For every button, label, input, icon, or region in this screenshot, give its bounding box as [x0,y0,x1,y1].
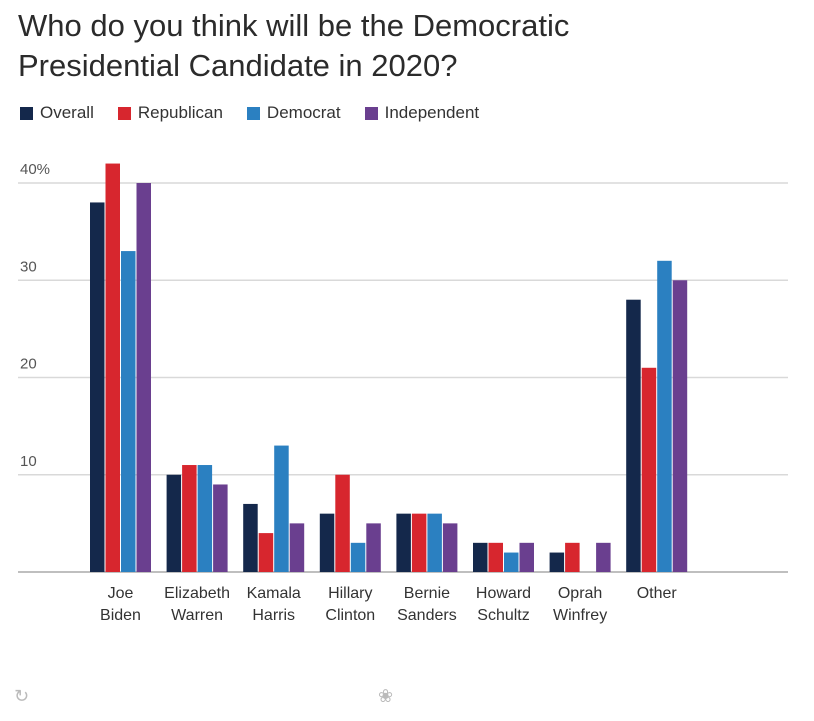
legend-item-democrat: Democrat [246,103,341,123]
x-tick-label-elizabeth-warren-line-1: Elizabeth [164,585,230,602]
watermark-icon-left: ↻ [14,686,30,706]
bar-independent-elizabeth-warren [213,484,228,572]
x-tick-label-hillary-clinton-line-1: Hillary [328,585,372,602]
x-tick-label-howard-schultz-line-2: Schultz [477,607,529,624]
bar-overall-kamala-harris [243,503,258,572]
chart-title-line-2: Presidential Candidate in 2020? [18,48,458,83]
bar-democrat-elizabeth-warren [197,465,213,572]
x-tick-label-hillary-clinton-line-2: Clinton [325,607,375,624]
legend-swatch-independent [364,106,378,120]
x-tick-label-elizabeth-warren-line-2: Warren [171,607,223,624]
bar-democrat-kamala-harris [274,445,289,572]
x-tick-label-joe-biden-line-1: Joe [108,585,134,602]
bar-overall-elizabeth-warren [166,474,182,572]
y-tick-label-20: 20 [20,356,37,373]
bar-republican-howard-schultz [488,542,503,572]
bar-republican-kamala-harris [258,533,274,572]
bar-republican-bernie-sanders [411,513,427,572]
legend-label-overall: Overall [40,103,94,122]
bar-republican-other [641,367,657,572]
x-tick-label-howard-schultz-line-1: Howard [476,585,531,602]
bar-overall-bernie-sanders [396,513,411,572]
bar-overall-howard-schultz [473,542,488,572]
bar-overall-joe-biden [90,202,105,572]
bar-independent-oprah-winfrey [596,542,611,572]
legend-swatch-republican [117,106,131,120]
chart-title: Who do you think will be the Democratic … [18,6,798,86]
y-tick-label-30: 30 [20,258,37,275]
chart-legend: Overall Republican Democrat Independent [20,103,503,123]
bar-republican-hillary-clinton [335,474,350,572]
legend-swatch-overall [20,106,33,120]
x-tick-label-bernie-sanders-line-1: Bernie [404,585,450,602]
bar-overall-oprah-winfrey [549,552,565,572]
x-tick-label-other-line-1: Other [637,585,678,602]
bar-democrat-bernie-sanders [427,513,442,572]
x-tick-label-bernie-sanders-line-2: Sanders [397,607,457,624]
legend-label-republican: Republican [137,103,223,122]
bar-independent-other [672,280,688,572]
watermark-icon-center: ❀ [378,686,394,706]
bar-independent-joe-biden [136,183,151,572]
x-tick-label-oprah-winfrey-line-2: Winfrey [553,607,607,624]
bar-republican-joe-biden [105,163,120,573]
bar-independent-howard-schultz [519,542,534,572]
y-tick-label-40: 40% [20,161,50,178]
bar-independent-hillary-clinton [366,523,381,572]
bar-democrat-other [657,260,672,572]
bar-republican-oprah-winfrey [565,542,580,572]
bar-democrat-joe-biden [121,251,136,572]
bar-independent-kamala-harris [289,523,305,572]
x-tick-label-oprah-winfrey-line-1: Oprah [558,585,602,602]
legend-label-independent: Independent [384,103,480,122]
chart-title-line-1: Who do you think will be the Democratic [18,8,570,43]
bar-overall-hillary-clinton [319,513,335,572]
x-tick-label-kamala-harris-line-2: Harris [252,607,295,624]
x-tick-label-kamala-harris-line-1: Kamala [247,585,301,602]
x-tick-label-joe-biden-line-2: Biden [100,607,141,624]
legend-item-independent: Independent [364,103,480,123]
bar-republican-elizabeth-warren [182,465,197,572]
legend-item-republican: Republican [117,103,223,123]
y-tick-label-10: 10 [20,453,37,470]
legend-swatch-democrat [246,106,260,120]
bar-democrat-hillary-clinton [350,542,366,572]
legend-label-democrat: Democrat [266,103,341,122]
bar-democrat-howard-schultz [504,552,519,572]
bar-overall-other [626,299,641,572]
legend-item-overall: Overall [20,103,94,123]
bar-independent-bernie-sanders [442,523,458,572]
